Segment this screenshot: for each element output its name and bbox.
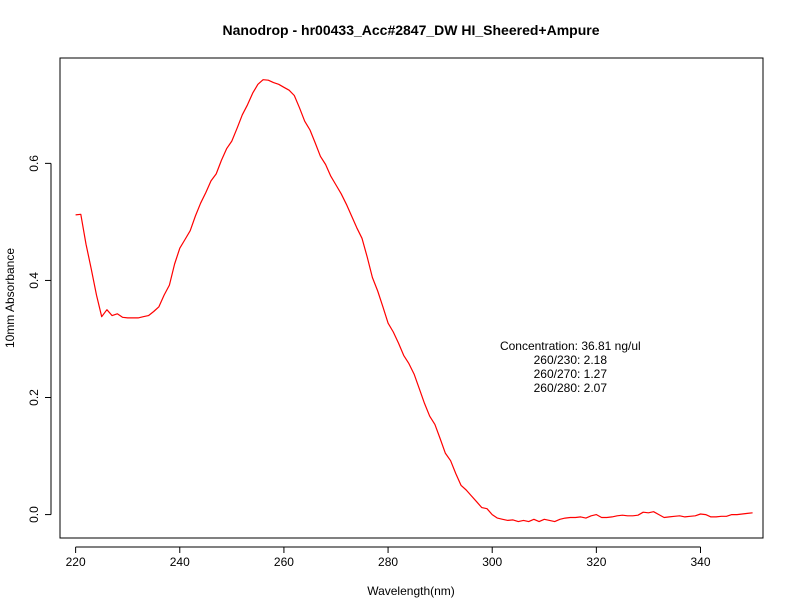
y-tick-label: 0.2 (27, 389, 41, 406)
x-tick-label: 260 (274, 555, 294, 569)
annotation-line: 260/230: 2.18 (534, 353, 608, 367)
x-axis-label: Wavelength(nm) (367, 584, 455, 598)
x-tick-label: 220 (66, 555, 86, 569)
y-tick-label: 0.6 (27, 155, 41, 172)
x-tick-label: 240 (170, 555, 190, 569)
x-tick-label: 300 (482, 555, 502, 569)
x-axis: 220 240 260 280 300 320 340 (66, 546, 711, 569)
series-group (75, 79, 753, 523)
y-tick-label: 0.4 (27, 272, 41, 289)
plot-frame (59, 57, 764, 539)
y-axis-label: 10mm Absorbance (3, 248, 17, 348)
absorbance-series-line (75, 79, 753, 523)
chart-title: Nanodrop - hr00433_Acc#2847_DW HI_Sheere… (223, 22, 600, 38)
y-axis: 0.0 0.2 0.4 0.6 (27, 155, 52, 523)
x-tick-label: 320 (586, 555, 606, 569)
x-tick-label: 280 (378, 555, 398, 569)
x-tick-label: 340 (690, 555, 710, 569)
annotation-line: Concentration: 36.81 ng/ul (500, 339, 641, 353)
annotation-line: 260/270: 1.27 (534, 367, 608, 381)
annotation-line: 260/280: 2.07 (534, 381, 608, 395)
y-tick-label: 0.0 (27, 506, 41, 523)
